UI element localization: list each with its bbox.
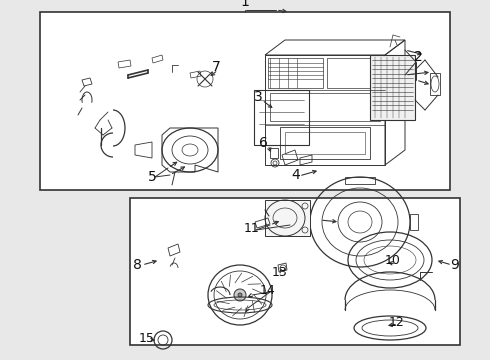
Bar (268, 58, 323, 88)
Bar (327, 58, 382, 88)
Text: 8: 8 (133, 258, 142, 272)
Bar (130, 198, 460, 345)
Text: 11: 11 (244, 222, 260, 235)
Bar (40, 12, 450, 190)
Text: 12: 12 (389, 316, 405, 329)
Ellipse shape (234, 289, 246, 301)
Text: 2: 2 (414, 50, 422, 64)
Text: 3: 3 (254, 90, 262, 104)
Text: 5: 5 (147, 170, 156, 184)
Text: 4: 4 (292, 168, 300, 182)
Ellipse shape (238, 293, 242, 297)
Text: 7: 7 (212, 60, 220, 74)
Text: 14: 14 (260, 284, 276, 297)
Bar (430, 73, 440, 95)
Bar (285, 132, 365, 154)
Polygon shape (265, 200, 310, 236)
Text: 6: 6 (259, 136, 268, 150)
Bar (270, 93, 380, 121)
Bar (254, 90, 309, 145)
Text: 13: 13 (272, 266, 288, 279)
Text: 15: 15 (139, 332, 155, 345)
Bar (265, 55, 385, 165)
Text: 9: 9 (451, 258, 460, 272)
Text: 1: 1 (241, 0, 249, 9)
Bar (370, 55, 415, 120)
Bar (280, 127, 370, 159)
Text: 10: 10 (385, 255, 401, 267)
